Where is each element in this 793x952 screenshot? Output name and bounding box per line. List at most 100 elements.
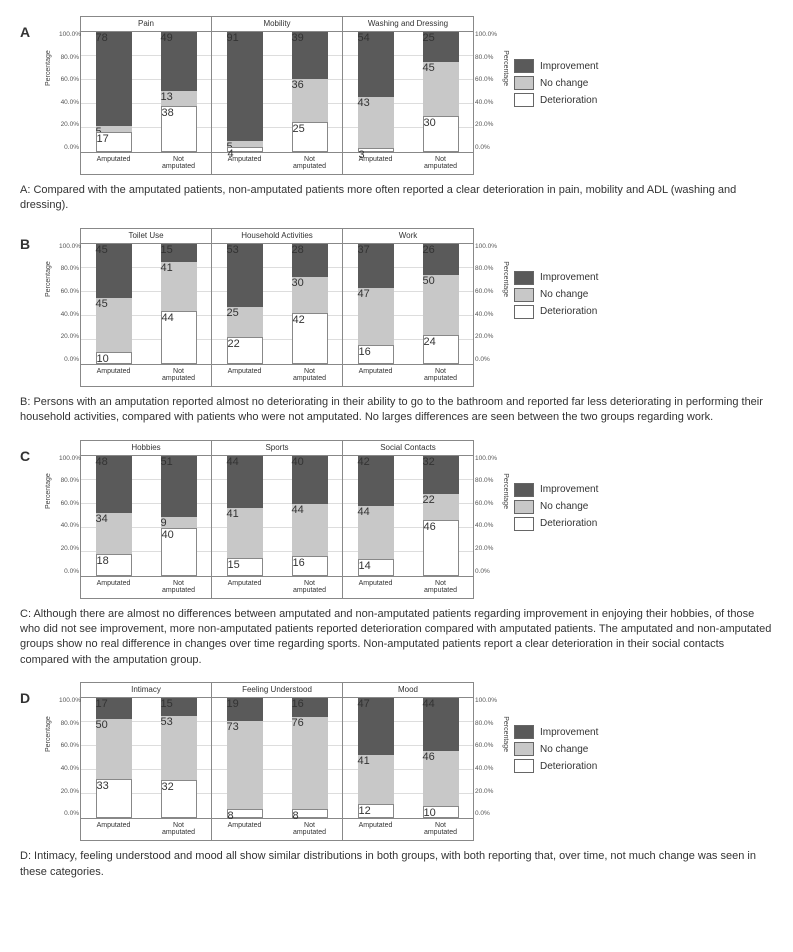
charts-container: 100.0%80.0%60.0%40.0%20.0%0.0%100.0%80.0… <box>80 16 474 175</box>
x-labels: AmputatedNot amputated <box>81 152 211 174</box>
y-axis-label-right: Percentage <box>502 261 509 297</box>
plot-area: 78517491338 <box>81 32 211 152</box>
segment-no-change: 73 <box>227 721 263 809</box>
segment-deterioration: 4 <box>227 147 263 152</box>
legend-swatch <box>514 305 534 319</box>
y-tick: 100.0% <box>59 31 79 38</box>
y-tick: 80.0% <box>59 54 79 61</box>
stacked-bar: 78517 <box>96 32 132 152</box>
charts-container: 100.0%80.0%60.0%40.0%20.0%0.0%100.0%80.0… <box>80 440 474 599</box>
x-label: Not amputated <box>423 368 459 382</box>
segment-improvement: 25 <box>423 32 459 62</box>
y-tick: 60.0% <box>59 742 79 749</box>
x-label: Not amputated <box>161 822 197 836</box>
chart-triple: 100.0%80.0%60.0%40.0%20.0%0.0%100.0%80.0… <box>80 16 474 175</box>
subchart-title: Mood <box>343 683 473 698</box>
x-label: Amputated <box>96 368 132 382</box>
x-label: Not amputated <box>292 156 328 170</box>
stacked-bar: 283042 <box>292 244 328 364</box>
segment-improvement: 40 <box>292 456 328 504</box>
legend-item: Deterioration <box>514 759 598 773</box>
x-labels: AmputatedNot amputated <box>81 364 211 386</box>
legend: ImprovementNo changeDeterioration <box>514 268 598 322</box>
legend-item: Deterioration <box>514 93 598 107</box>
segment-no-change: 46 <box>423 751 459 806</box>
segment-improvement: 15 <box>161 244 197 262</box>
segment-deterioration: 46 <box>423 520 459 575</box>
segment-improvement: 32 <box>423 456 459 494</box>
legend-swatch <box>514 59 534 73</box>
legend-swatch <box>514 500 534 514</box>
x-label: Not amputated <box>423 822 459 836</box>
stacked-bar: 532522 <box>227 244 263 364</box>
segment-no-change: 53 <box>161 716 197 780</box>
segment-improvement: 91 <box>227 32 263 141</box>
legend-swatch <box>514 517 534 531</box>
segment-deterioration: 10 <box>423 806 459 818</box>
legend-label: Improvement <box>540 272 598 283</box>
plot-area: 424414322246 <box>343 456 473 576</box>
y-axis-label-right: Percentage <box>502 473 509 509</box>
panel-row-C: C100.0%80.0%60.0%40.0%20.0%0.0%100.0%80.… <box>20 440 773 599</box>
segment-no-change: 9 <box>161 517 197 528</box>
y-tick: 80.0% <box>475 477 495 484</box>
y-tick: 40.0% <box>59 311 79 318</box>
segment-improvement: 19 <box>227 698 263 721</box>
segment-deterioration: 18 <box>96 554 132 576</box>
subchart-title: Intimacy <box>81 683 211 698</box>
segment-improvement: 44 <box>227 456 263 509</box>
y-axis-right: 100.0%80.0%60.0%40.0%20.0%0.0% <box>475 455 495 575</box>
y-axis-left: 100.0%80.0%60.0%40.0%20.0%0.0% <box>59 697 79 817</box>
x-label: Amputated <box>358 822 394 836</box>
legend-item: No change <box>514 288 598 302</box>
legend-item: No change <box>514 500 598 514</box>
legend-swatch <box>514 288 534 302</box>
segment-no-change: 30 <box>292 277 328 313</box>
segment-no-change: 44 <box>292 504 328 557</box>
plot-area: 54433254530 <box>343 32 473 152</box>
x-labels: Amputated Not amputated <box>343 818 473 840</box>
segment-no-change: 76 <box>292 717 328 808</box>
y-tick: 100.0% <box>475 455 495 462</box>
y-tick: 20.0% <box>475 333 495 340</box>
segment-improvement: 54 <box>358 32 394 97</box>
x-label: Not amputated <box>292 580 328 594</box>
y-tick: 40.0% <box>475 99 495 106</box>
y-tick: 40.0% <box>59 765 79 772</box>
segment-improvement: 37 <box>358 244 394 288</box>
stacked-bar: 265024 <box>423 244 459 364</box>
segment-improvement: 48 <box>96 456 132 514</box>
y-tick: 20.0% <box>475 788 495 795</box>
segment-deterioration: 33 <box>96 779 132 819</box>
x-label: Amputated <box>358 368 394 382</box>
segment-deterioration: 16 <box>358 345 394 364</box>
subchart: Social Contacts424414322246AmputatedNot … <box>343 441 473 598</box>
segment-no-change: 47 <box>358 288 394 344</box>
chart-triple: 100.0%80.0%60.0%40.0%20.0%0.0%100.0%80.0… <box>80 682 474 841</box>
segment-deterioration: 8 <box>292 809 328 819</box>
y-tick: 20.0% <box>59 788 79 795</box>
segment-improvement: 47 <box>358 698 394 754</box>
segment-deterioration: 44 <box>161 311 197 364</box>
y-tick: 60.0% <box>59 288 79 295</box>
y-tick: 80.0% <box>475 720 495 727</box>
subchart: Intimacy175033155332AmputatedNot amputat… <box>81 683 212 840</box>
segment-no-change: 43 <box>358 97 394 149</box>
subchart-title: Social Contacts <box>343 441 473 456</box>
x-label: Not amputated <box>161 580 197 594</box>
segment-improvement: 42 <box>358 456 394 506</box>
subchart: Hobbies48341851940AmputatedNot amputated <box>81 441 212 598</box>
y-axis-right: 100.0%80.0%60.0%40.0%20.0%0.0% <box>475 243 495 363</box>
y-tick: 20.0% <box>59 545 79 552</box>
legend-label: No change <box>540 744 588 755</box>
segment-deterioration: 3 <box>358 148 394 152</box>
subchart-title: Mobility <box>212 17 342 32</box>
subchart-title: Washing and Dressing <box>343 17 473 32</box>
y-tick: 80.0% <box>59 265 79 272</box>
stacked-bar: 16768 <box>292 698 328 818</box>
plot-area: 532522 283042 <box>212 244 342 364</box>
y-tick: 0.0% <box>59 356 79 363</box>
stacked-bar: 454510 <box>96 244 132 364</box>
panel-caption: D: Intimacy, feeling understood and mood… <box>20 849 773 880</box>
legend-swatch <box>514 742 534 756</box>
